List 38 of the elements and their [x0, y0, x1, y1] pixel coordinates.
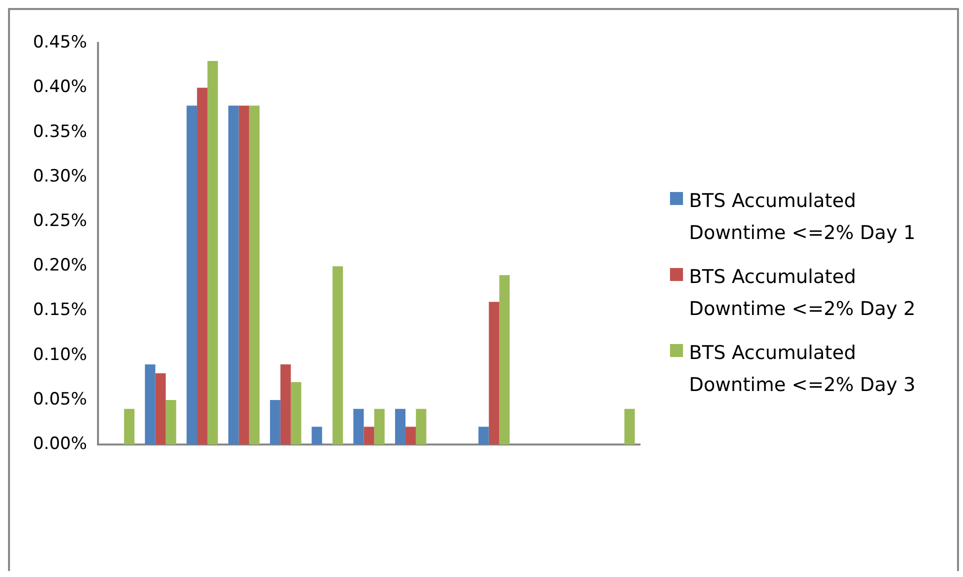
bar — [166, 400, 176, 445]
bar — [290, 382, 302, 445]
bar — [405, 426, 416, 445]
legend-label: BTS Accumulated Downtime <=2% Day 2 — [689, 265, 916, 322]
bar — [124, 408, 134, 445]
y-tick-label: 0.45% — [32, 32, 88, 53]
bar — [332, 266, 343, 445]
legend-label: BTS Accumulated Downtime <=2% Day 3 — [689, 341, 916, 398]
bar — [144, 364, 156, 445]
bar — [312, 426, 322, 445]
legend-label: BTS Accumulated Downtime <=2% Day 1 — [689, 189, 916, 246]
y-tick-label: 0.00% — [32, 434, 88, 454]
bar — [270, 400, 280, 445]
bar — [395, 408, 406, 445]
bar — [228, 106, 239, 445]
bar — [478, 426, 489, 445]
bar — [624, 408, 635, 445]
y-tick-label: 0.10% — [32, 344, 88, 365]
bar — [249, 106, 260, 445]
bar — [374, 408, 385, 445]
y-tick-label: 0.25% — [32, 211, 88, 232]
y-tick-label: 0.35% — [32, 122, 88, 142]
bar — [238, 106, 250, 445]
bar — [197, 88, 208, 445]
bar — [416, 408, 426, 445]
bar — [499, 275, 510, 445]
y-tick-label: 0.30% — [32, 166, 88, 186]
bar — [186, 106, 198, 445]
y-tick-label: 0.40% — [32, 77, 88, 98]
bar — [207, 61, 218, 445]
y-tick-label: 0.15% — [32, 300, 88, 320]
bar — [155, 373, 166, 445]
y-tick-label: 0.05% — [32, 389, 88, 410]
bar — [488, 302, 500, 445]
y-tick-label: 0.20% — [32, 256, 88, 276]
bar — [280, 364, 291, 445]
bar — [353, 408, 364, 445]
bar — [364, 426, 374, 445]
